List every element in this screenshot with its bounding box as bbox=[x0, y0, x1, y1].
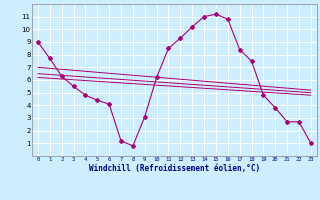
X-axis label: Windchill (Refroidissement éolien,°C): Windchill (Refroidissement éolien,°C) bbox=[89, 164, 260, 173]
